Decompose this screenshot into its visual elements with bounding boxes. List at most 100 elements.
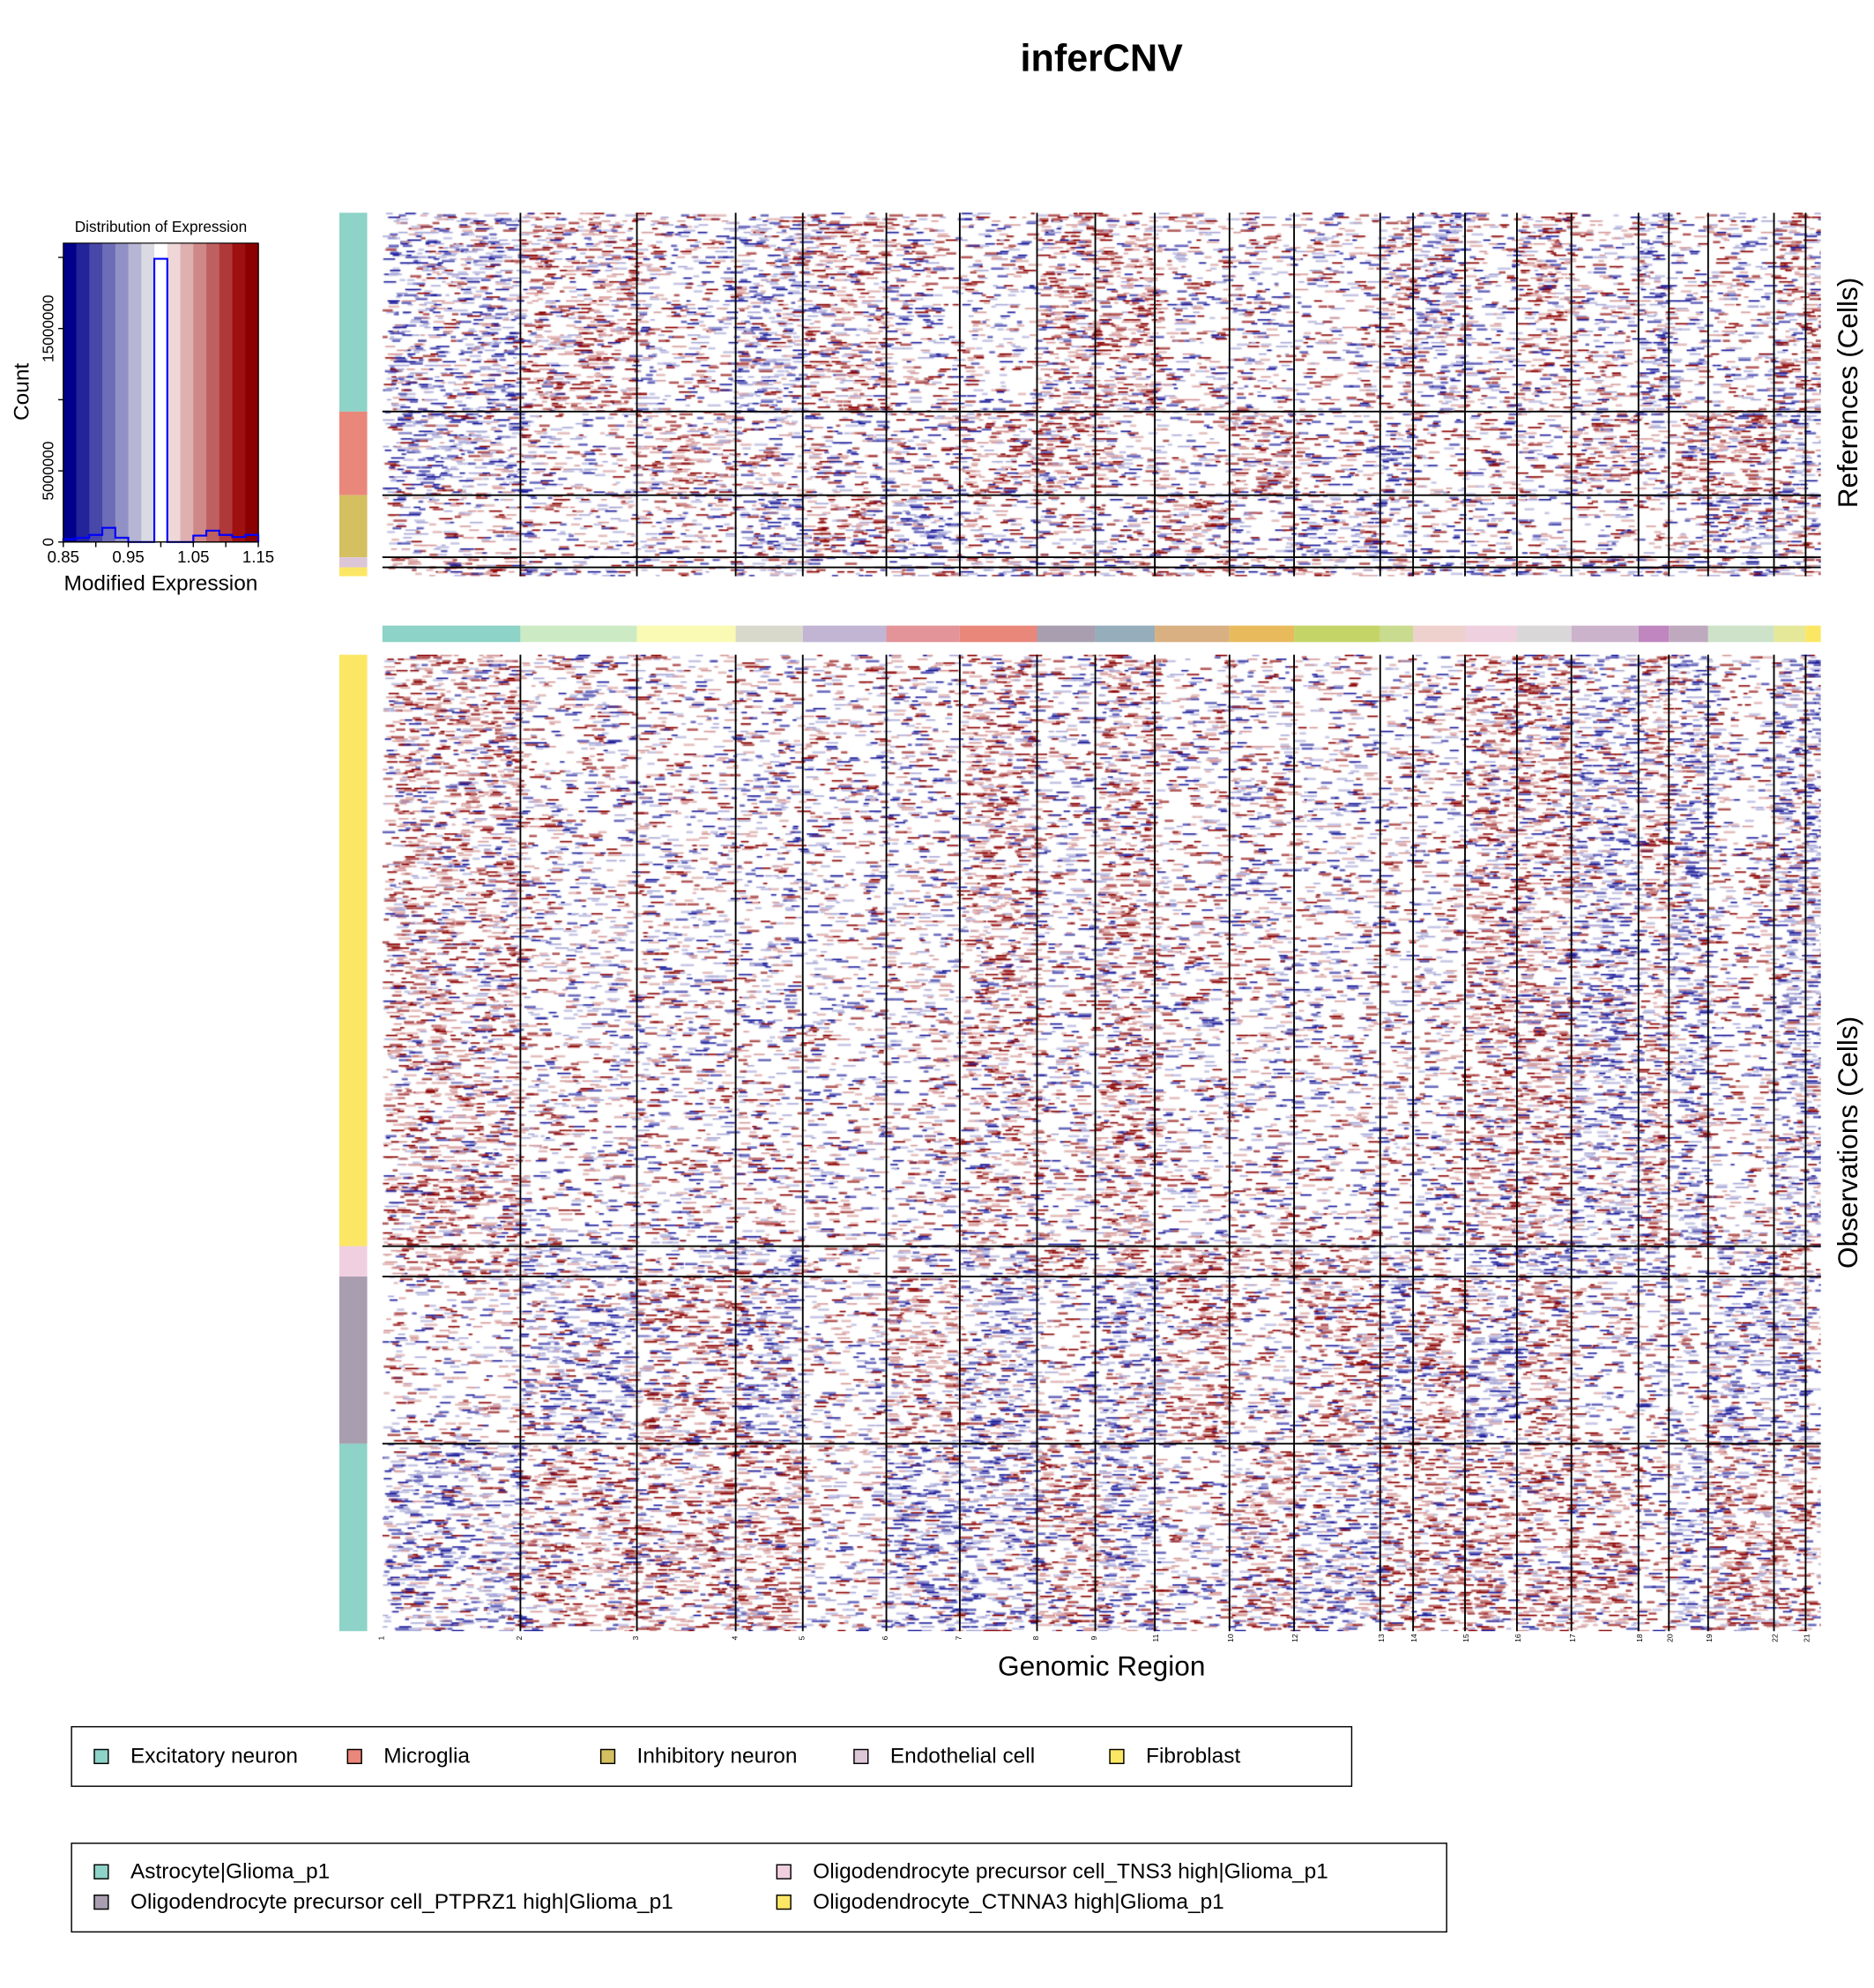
chromosome-color-block xyxy=(636,625,736,643)
chromosome-label: 15 xyxy=(1463,1634,1471,1642)
legend-item: Microglia xyxy=(346,1744,470,1769)
chromosome-label: 7 xyxy=(956,1635,964,1641)
y-tick-label: 0 xyxy=(39,538,56,547)
x-tick-label: 1.15 xyxy=(242,547,274,566)
legend-item: Endothelial cell xyxy=(853,1744,1035,1769)
chromosome-color-block xyxy=(1516,625,1572,643)
observations-axis-label: Observations (Cells) xyxy=(1832,1016,1864,1269)
histogram-chart: 0 5000000 15000000 0.85 0.95 1.05 1.15 xyxy=(39,242,274,566)
legend-label: Inhibitory neuron xyxy=(636,1744,798,1768)
chromosome-label: 10 xyxy=(1228,1634,1236,1642)
chromosome-color-block xyxy=(1707,625,1774,643)
colorscale-band xyxy=(193,242,207,542)
chromosome-color-block xyxy=(886,625,960,643)
histogram-xlabel: Modified Expression xyxy=(63,570,258,596)
observation-group-bar xyxy=(338,1443,368,1632)
legend-swatch xyxy=(1109,1748,1125,1765)
legend-label: Microglia xyxy=(383,1744,470,1768)
chromosome-label: 11 xyxy=(1153,1634,1161,1642)
colorscale-band xyxy=(167,242,182,542)
legend-label: Excitatory neuron xyxy=(130,1744,299,1768)
legend-label: Oligodendrocyte precursor cell_PTPRZ1 hi… xyxy=(130,1889,673,1914)
legend-item: Oligodendrocyte precursor cell_TNS3 high… xyxy=(776,1858,1328,1885)
reference-group-bar xyxy=(338,212,368,412)
legend-item: Oligodendrocyte precursor cell_PTPRZ1 hi… xyxy=(93,1889,673,1915)
observations-heatmap xyxy=(382,654,1821,1632)
references-axis-label: References (Cells) xyxy=(1832,277,1864,509)
chromosome-label: 18 xyxy=(1637,1634,1645,1642)
chromosome-color-block xyxy=(735,625,803,643)
colorscale-band xyxy=(115,242,130,542)
observation-group-bar xyxy=(338,654,368,1247)
colorscale-band xyxy=(141,242,155,542)
reference-group-bar xyxy=(338,411,368,495)
genomic-region-label: Genomic Region xyxy=(998,1649,1206,1682)
legend-swatch xyxy=(93,1894,109,1910)
observation-group-bar xyxy=(338,1246,368,1277)
colorscale-band xyxy=(245,242,259,542)
chromosome-label: 6 xyxy=(882,1635,891,1641)
chromosome-color-block xyxy=(1413,625,1466,643)
chromosome-color-block xyxy=(1638,625,1669,643)
legend-item: Excitatory neuron xyxy=(93,1744,298,1769)
legend-swatch xyxy=(599,1748,616,1765)
chromosome-label: 19 xyxy=(1707,1634,1714,1642)
x-tick-label: 1.05 xyxy=(177,547,209,566)
histogram-bars xyxy=(62,257,260,543)
chromosome-label: 9 xyxy=(1091,1635,1100,1641)
histogram-title: Distribution of Expression xyxy=(74,218,248,236)
figure-title: inferCNV xyxy=(1020,38,1183,80)
x-tick-label: 0.85 xyxy=(48,547,79,566)
chromosome-label: 16 xyxy=(1515,1634,1523,1642)
legend-swatch xyxy=(853,1748,869,1765)
chromosome-color-block xyxy=(1774,625,1806,643)
colorscale-band xyxy=(89,242,103,542)
chromosome-label: 1 xyxy=(378,1635,387,1641)
references-legend: Excitatory neuron Microglia Inhibitory n… xyxy=(71,1725,1353,1787)
chromosome-label: 20 xyxy=(1667,1634,1676,1642)
colorscale-band xyxy=(102,242,116,542)
colorscale-band xyxy=(180,242,195,542)
chromosome-label: 22 xyxy=(1772,1634,1781,1642)
legend-swatch xyxy=(776,1894,792,1910)
y-tick-label: 15000000 xyxy=(39,294,56,362)
colorscale-band xyxy=(76,242,91,542)
colorscale-band xyxy=(63,242,78,542)
chromosome-label: 12 xyxy=(1292,1634,1301,1642)
colorscale-band xyxy=(219,242,234,542)
chromosome-label: 5 xyxy=(799,1635,807,1641)
legend-swatch xyxy=(776,1864,792,1880)
colorscale-band xyxy=(206,242,220,542)
chromosome-label: 4 xyxy=(732,1635,740,1641)
observations-legend: Astrocyte|Glioma_p1 Oligodendrocyte prec… xyxy=(71,1843,1447,1933)
chromosome-label: 8 xyxy=(1033,1635,1042,1641)
x-tick-label: 0.95 xyxy=(112,547,144,566)
legend-label: Astrocyte|Glioma_p1 xyxy=(130,1858,331,1884)
chromosome-color-block xyxy=(1465,625,1517,643)
colorscale-band xyxy=(128,242,143,542)
chromosome-color-block xyxy=(1571,625,1639,643)
chromosome-color-block xyxy=(1155,625,1230,643)
legend-label: Oligodendrocyte precursor cell_TNS3 high… xyxy=(813,1858,1328,1884)
chromosome-color-block xyxy=(520,625,637,643)
chromosome-label: 2 xyxy=(517,1635,524,1641)
reference-group-bar xyxy=(338,557,368,568)
chromosome-color-block xyxy=(382,625,521,643)
observation-group-bar xyxy=(338,1276,368,1444)
chromosome-label: 21 xyxy=(1803,1634,1812,1642)
chromosome-color-block xyxy=(1095,625,1156,643)
legend-item: Oligodendrocyte_CTNNA3 high|Glioma_p1 xyxy=(776,1889,1224,1915)
reference-group-bar xyxy=(338,495,368,558)
legend-swatch xyxy=(346,1748,362,1765)
chromosome-color-block xyxy=(1379,625,1414,643)
chromosome-label: 13 xyxy=(1379,1634,1387,1642)
chromosome-color-block xyxy=(959,625,1037,643)
legend-label: Endothelial cell xyxy=(889,1744,1036,1768)
chromosome-label: 14 xyxy=(1411,1634,1420,1642)
references-heatmap xyxy=(382,212,1821,577)
reference-group-bar xyxy=(338,567,368,577)
chromosome-color-block xyxy=(1229,625,1295,643)
y-tick-label: 5000000 xyxy=(39,442,56,501)
